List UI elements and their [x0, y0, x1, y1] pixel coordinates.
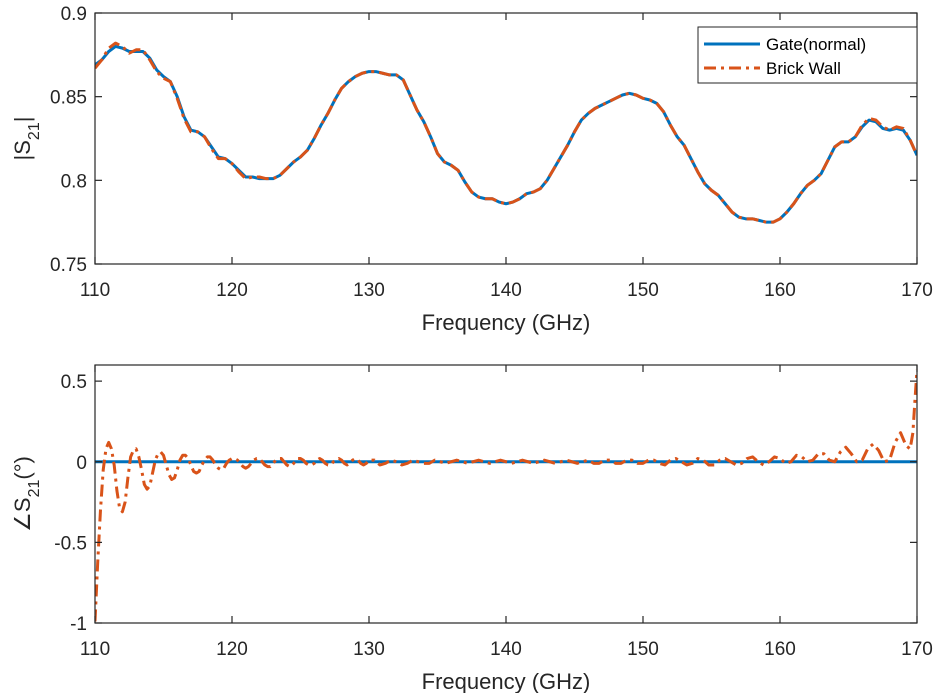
- series-line-brick-wall: [95, 369, 917, 622]
- y-tick-label: -1: [70, 614, 87, 635]
- y-tick-label: 0: [76, 453, 87, 474]
- legend-box: [697, 26, 918, 84]
- x-axis-label: Frequency (GHz): [422, 310, 591, 335]
- legend: Gate(normal) Brick Wall: [697, 26, 918, 84]
- legend-label: Gate(normal): [766, 35, 866, 54]
- y-tick-label: -0.5: [54, 533, 87, 554]
- x-tick-label: 150: [627, 280, 659, 301]
- x-tick-label: 170: [901, 280, 933, 301]
- y-tick-label: 0.5: [61, 372, 87, 393]
- x-tick-label: 170: [901, 639, 933, 660]
- chart-panel-1: 110 120 130 140 150 160 170 0.75 0.8 0.85 0.9 Frequ…: [10, 4, 933, 335]
- legend-label: Brick Wall: [766, 59, 841, 78]
- y-tick-label: 0.85: [50, 88, 87, 109]
- plot-area: [95, 365, 917, 623]
- x-tick-label: 140: [490, 639, 522, 660]
- x-tick-label: 120: [216, 639, 248, 660]
- chart-panel-2: 110 120 130 140 150 160 170 -1 -0.5 0 0.5 Frequency…: [10, 364, 933, 693]
- x-tick-label: 110: [80, 280, 110, 301]
- x-axis-label: Frequency (GHz): [422, 669, 591, 693]
- x-tick-label: 120: [216, 280, 248, 301]
- y-axis-label: |S21|: [10, 117, 43, 161]
- x-tick-label: 150: [627, 639, 659, 660]
- y-axis-label: ∠S21(°): [10, 456, 43, 532]
- x-tick-label: 140: [490, 280, 522, 301]
- y-tick-label: 0.8: [61, 171, 87, 192]
- y-tick-label: 0.75: [50, 255, 87, 276]
- series-line-brick-wall: [95, 41, 917, 224]
- x-tick-label: 130: [353, 639, 385, 660]
- x-tick-label: 130: [353, 280, 385, 301]
- y-tick-label: 0.9: [61, 4, 87, 25]
- x-tick-label: 160: [764, 639, 796, 660]
- x-tick-label: 110: [80, 639, 110, 660]
- x-tick-label: 160: [764, 280, 796, 301]
